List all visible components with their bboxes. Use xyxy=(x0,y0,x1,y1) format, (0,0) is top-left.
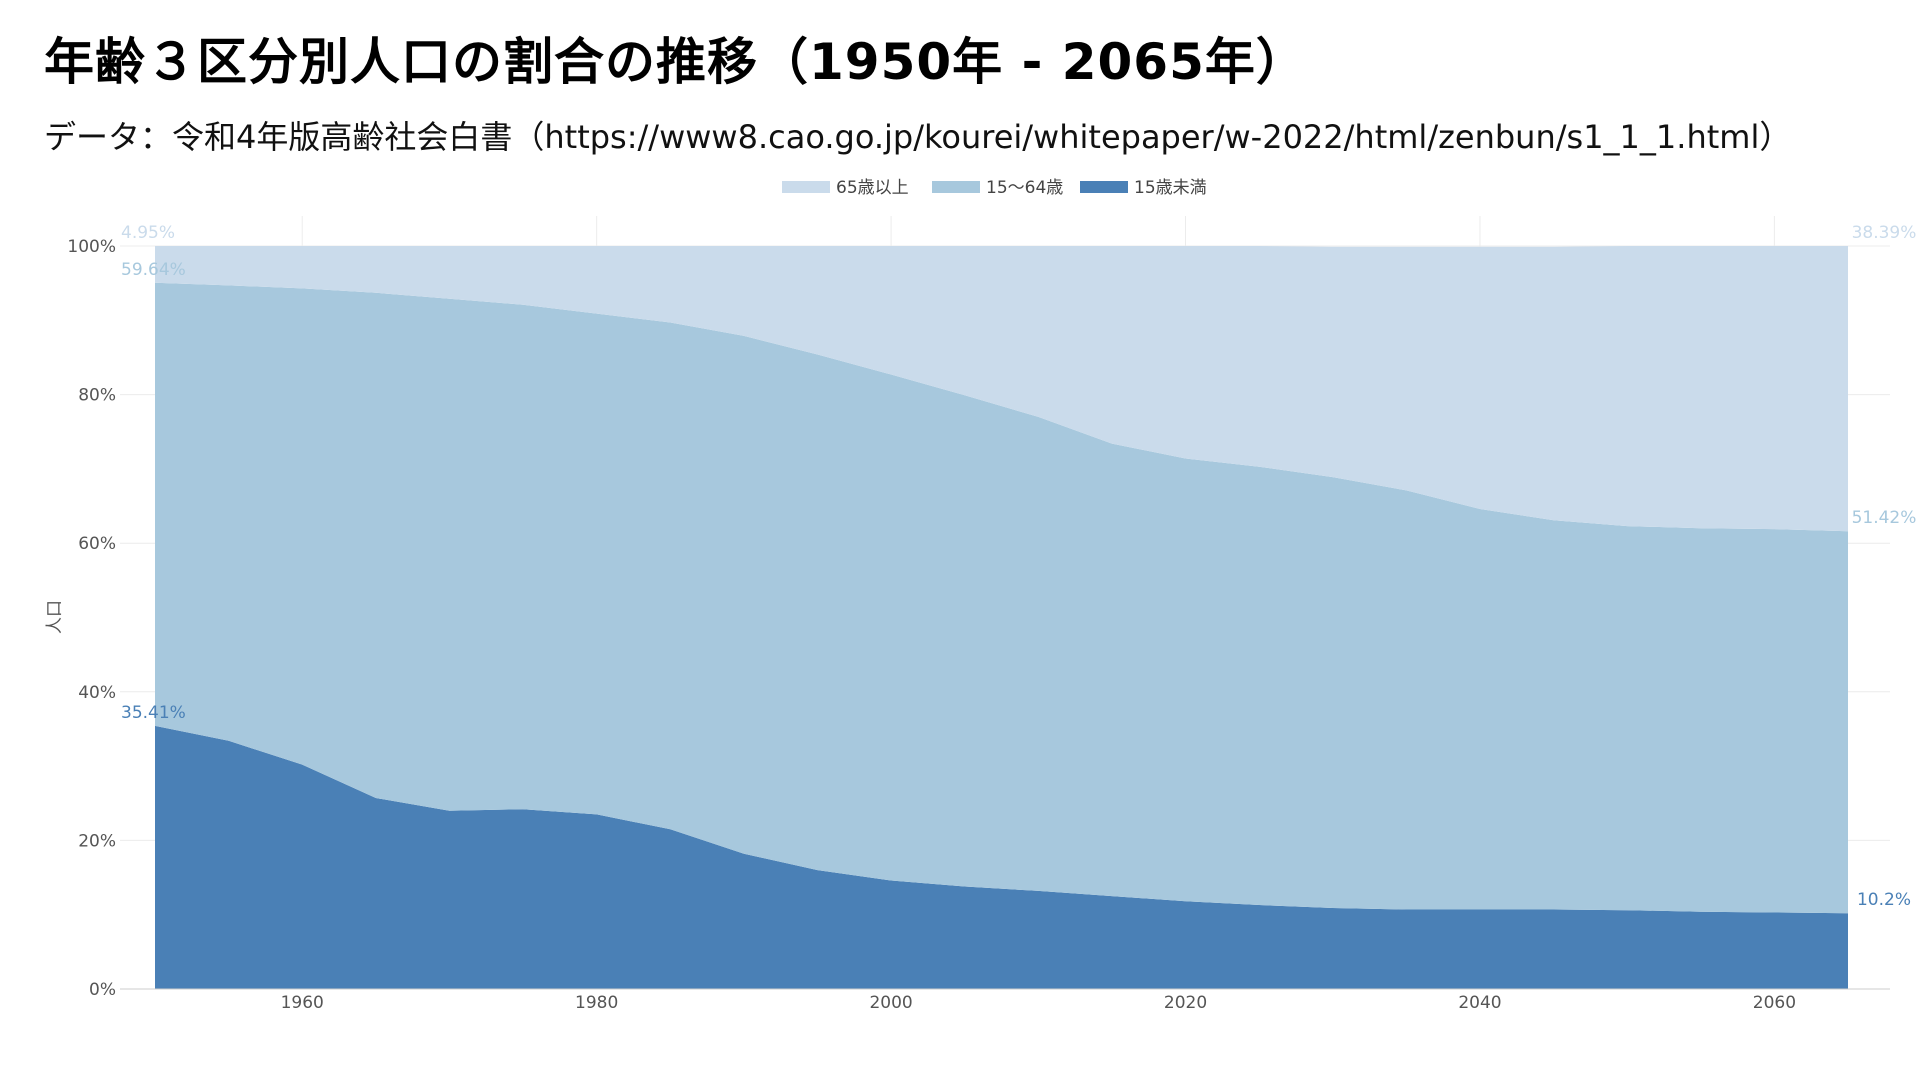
y-tick-label: 80% xyxy=(78,386,116,406)
y-tick-label: 60% xyxy=(78,534,116,554)
legend-swatch-age15to64 xyxy=(932,181,980,193)
y-tick-label: 100% xyxy=(67,237,116,257)
legend-label-under15: 15歳未満 xyxy=(1134,178,1207,198)
chart-areas xyxy=(155,246,1848,989)
y-tick-label: 40% xyxy=(78,683,116,703)
chart-title: 年齢３区分別人口の割合の推移（1950年 - 2065年） xyxy=(44,33,1307,91)
data-label: 10.2% xyxy=(1857,890,1911,910)
chart-legend: 65歳以上 15～64歳 15歳未満 xyxy=(782,178,1207,198)
data-label: 35.41% xyxy=(121,703,186,723)
data-labels: 4.95% 59.64% 35.41% 38.39% 51.42% 10.2% xyxy=(121,223,1916,910)
y-axis-label: 人口 xyxy=(45,600,65,634)
legend-label-age15to64: 15～64歳 xyxy=(986,178,1063,198)
y-tick-label: 20% xyxy=(78,831,116,851)
area-over65 xyxy=(155,246,1848,532)
x-tick-label: 2000 xyxy=(869,993,912,1013)
x-tick-label: 2020 xyxy=(1164,993,1207,1013)
x-tick-label: 2060 xyxy=(1753,993,1796,1013)
data-label: 4.95% xyxy=(121,223,175,243)
x-tick-label: 1960 xyxy=(281,993,324,1013)
x-tick-label: 1980 xyxy=(575,993,618,1013)
area-under15 xyxy=(155,725,1848,989)
y-tick-label: 0% xyxy=(89,980,116,1000)
data-label: 51.42% xyxy=(1852,508,1917,528)
x-tick-label: 2040 xyxy=(1458,993,1501,1013)
chart-subtitle: データ：令和4年版高齢社会白書（https://www8.cao.go.jp/k… xyxy=(44,118,1792,156)
legend-swatch-under15 xyxy=(1080,181,1128,193)
area-age15to64 xyxy=(155,282,1848,914)
data-label: 59.64% xyxy=(121,260,186,280)
data-label: 38.39% xyxy=(1852,223,1917,243)
legend-label-over65: 65歳以上 xyxy=(836,178,909,198)
chart-axes: 0% 20% 40% 60% 80% 100% 1960 1980 2000 2020 2040 20… xyxy=(45,237,1890,1013)
legend-swatch-over65 xyxy=(782,181,830,193)
